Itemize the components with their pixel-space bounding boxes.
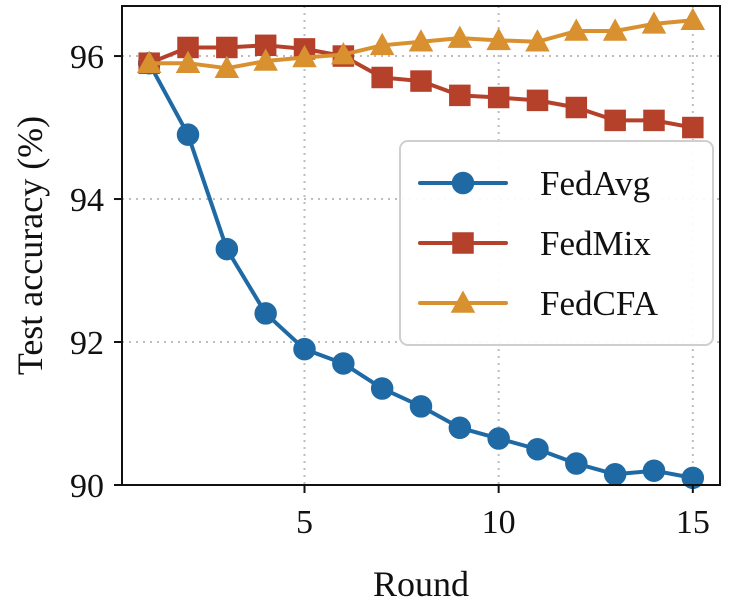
fedcfa-point [214, 55, 240, 78]
legend-label: FedCFA [540, 284, 659, 323]
fedmix-point [526, 89, 549, 112]
plot-frame [121, 5, 721, 486]
fedcfa-point [641, 11, 667, 34]
legend-label: FedAvg [540, 164, 650, 203]
x-tick-label: 10 [482, 504, 516, 541]
x-axis-label: Round [373, 564, 469, 604]
fedavg-point [409, 395, 433, 418]
fedmix-point [643, 109, 665, 132]
fedmix-point [410, 70, 432, 92]
x-axis-ticks: 5 10 15 [296, 485, 710, 541]
legend-marker [450, 290, 476, 313]
fedavg-point [293, 337, 316, 361]
y-tick-label: 92 [70, 325, 104, 362]
fedavg-point [603, 463, 627, 486]
legend: FedAvg FedMix FedCFA [399, 140, 714, 346]
axes: 5 10 15 90 92 94 96 Round Test accuracy (%) [10, 5, 721, 604]
y-tick-label: 94 [70, 182, 104, 219]
fedavg-point [254, 302, 277, 325]
y-axis-ticks: 90 92 94 96 [70, 39, 122, 505]
series-fedcfa [136, 7, 706, 78]
x-tick-label: 15 [676, 504, 710, 541]
legend-item-fedcfa: FedCFA [418, 284, 659, 323]
fedmix-point [487, 86, 510, 109]
y-tick-label: 96 [70, 39, 104, 76]
legend-marker [451, 171, 475, 195]
x-tick-label: 5 [296, 504, 313, 541]
fedavg-point [215, 237, 239, 261]
fedavg-point [526, 438, 549, 461]
fedavg-point [565, 452, 588, 475]
fedavg-point [332, 352, 355, 375]
fedavg-point [370, 377, 394, 400]
fedmix-point [565, 96, 588, 119]
fedmix-point [682, 116, 704, 139]
fedavg-point [642, 459, 666, 482]
fedcfa-point [175, 50, 201, 73]
legend-item-fedmix: FedMix [418, 224, 651, 263]
series-layer [136, 7, 706, 490]
fedmix-point [604, 109, 626, 132]
fedmix-point [449, 84, 471, 107]
legend-label: FedMix [540, 224, 651, 263]
legend-box [399, 140, 714, 346]
fedcfa-point [447, 25, 473, 48]
legend-item-fedavg: FedAvg [418, 164, 650, 203]
fedmix-point [371, 66, 393, 89]
fedcfa-point [331, 42, 356, 65]
fedmix-point [216, 36, 238, 59]
fedcfa-point [408, 29, 434, 52]
fedcfa-point [136, 50, 162, 73]
fedavg-point [176, 123, 200, 146]
fedcfa-point [602, 18, 628, 41]
fedcfa-point [680, 7, 706, 31]
fedcfa-point [525, 29, 550, 52]
fedavg-point [487, 427, 510, 450]
series-fedavg [137, 51, 705, 490]
fedcfa-point [253, 48, 278, 71]
legend-items: FedAvg FedMix FedCFA [418, 164, 659, 323]
fedcfa-point [292, 44, 317, 68]
y-axis-label: Test accuracy (%) [10, 116, 50, 375]
fedcfa-point [486, 27, 511, 51]
y-tick-label: 90 [70, 468, 104, 505]
fedavg-point [448, 416, 472, 440]
fedcfa-point [369, 32, 395, 56]
legend-marker [452, 232, 474, 254]
fedcfa-point [564, 18, 589, 41]
